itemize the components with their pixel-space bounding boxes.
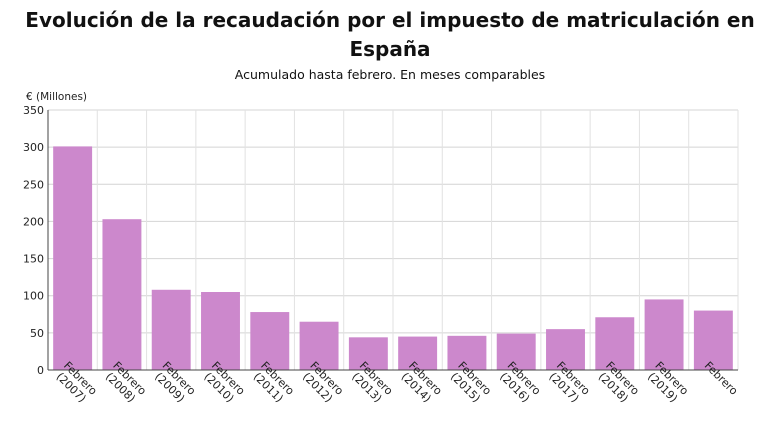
bar	[250, 312, 290, 370]
y-tick-label: 300	[23, 141, 44, 154]
bar	[447, 335, 487, 370]
chart-subtitle: Acumulado hasta febrero. En meses compar…	[234, 67, 546, 82]
bar	[693, 310, 733, 370]
bar	[595, 317, 635, 370]
y-tick-label: 150	[23, 253, 44, 266]
y-tick-label: 350	[23, 104, 44, 117]
y-tick-label: 200	[23, 215, 44, 228]
gridlines	[47, 109, 739, 370]
bar	[151, 289, 191, 370]
axes	[47, 110, 738, 371]
y-tick-label: 50	[30, 327, 44, 340]
y-tick-label: 100	[23, 290, 44, 303]
bar	[299, 321, 339, 370]
bars	[53, 146, 733, 370]
y-tick-label: 0	[37, 364, 44, 377]
bar	[102, 219, 142, 370]
y-tick-label: 250	[23, 178, 44, 191]
y-axis-unit-label: € (Millones)	[26, 91, 87, 103]
chart-title: Evolución de la recaudación por el impue…	[25, 8, 755, 61]
bar	[398, 336, 438, 370]
bar	[348, 337, 388, 370]
bar	[201, 292, 240, 370]
bar	[546, 329, 585, 370]
bar	[644, 299, 684, 370]
bar	[496, 333, 536, 370]
bar	[53, 146, 93, 370]
